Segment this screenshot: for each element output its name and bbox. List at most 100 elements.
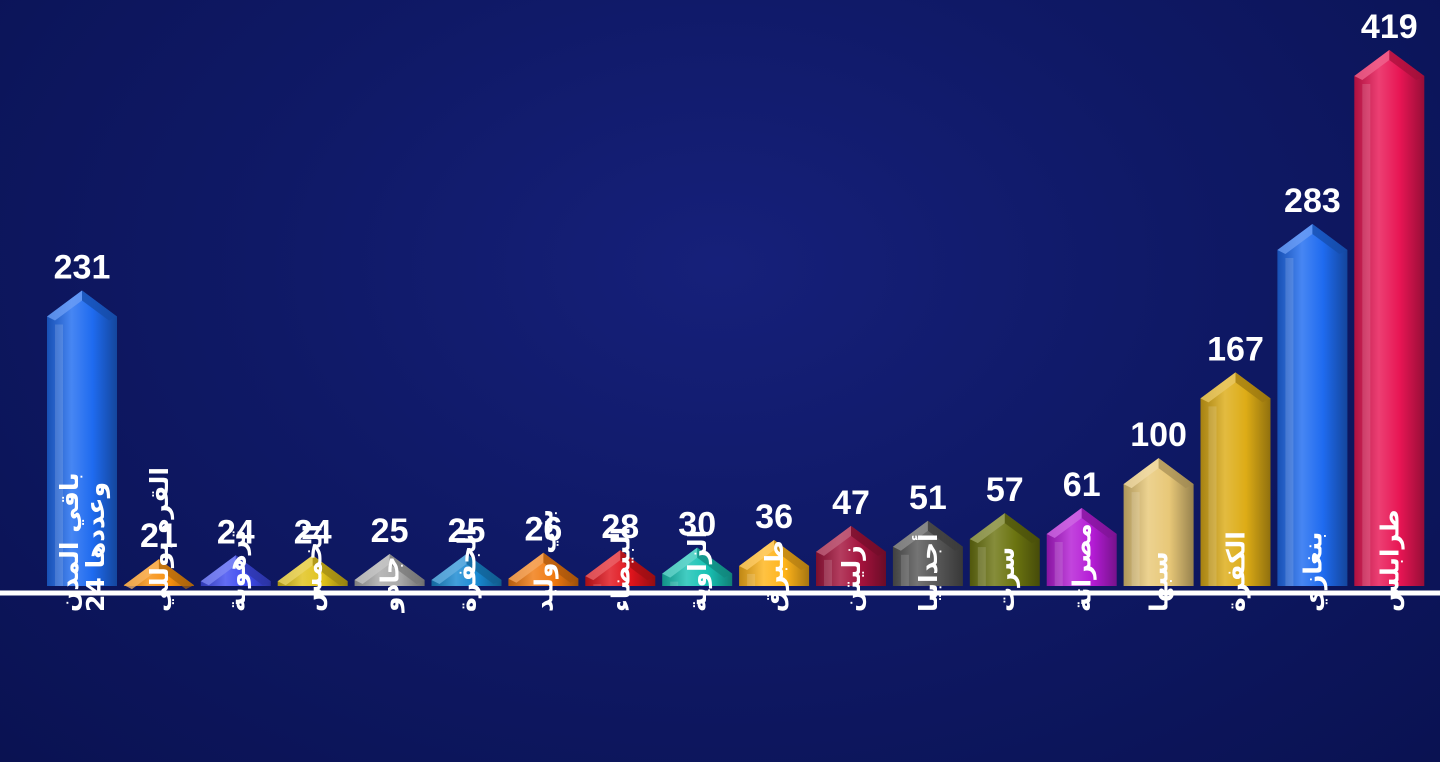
bar-highlight bbox=[747, 573, 756, 586]
data-label: 61 bbox=[1063, 466, 1101, 504]
bar-roof-right bbox=[1389, 50, 1425, 80]
bar-highlight bbox=[55, 324, 63, 586]
data-label: 47 bbox=[832, 484, 870, 522]
bar-roof-right bbox=[389, 554, 425, 585]
data-label: 419 bbox=[1361, 8, 1418, 46]
bar bbox=[1200, 372, 1271, 586]
category-label: الكفرة bbox=[1222, 531, 1252, 612]
bar-highlight bbox=[900, 554, 909, 586]
bar bbox=[277, 555, 348, 586]
bar-body bbox=[1354, 50, 1425, 586]
bar-roof-left bbox=[1200, 372, 1236, 403]
bar-roof-left bbox=[1354, 50, 1390, 80]
bar bbox=[739, 539, 810, 586]
data-label: 231 bbox=[54, 248, 111, 286]
data-label: 51 bbox=[909, 479, 947, 517]
bar-roof-left bbox=[892, 520, 928, 551]
data-label: 36 bbox=[755, 498, 793, 536]
bar-body bbox=[1277, 223, 1348, 586]
bars-layer bbox=[47, 50, 1425, 590]
bar-roof-right bbox=[1312, 223, 1348, 254]
category-label: القره بوللي bbox=[145, 467, 175, 612]
category-label: بنغازي bbox=[1298, 532, 1328, 612]
bar-highlight bbox=[593, 584, 602, 586]
category-label: باقي المدنوعددها 24 bbox=[55, 472, 111, 612]
data-label: 30 bbox=[678, 506, 716, 544]
bar-roof-left bbox=[969, 513, 1005, 544]
bar-roof-left bbox=[662, 547, 698, 578]
data-label: 283 bbox=[1284, 182, 1341, 220]
bar-roof-left bbox=[508, 552, 544, 583]
bar-body bbox=[431, 554, 502, 586]
bar-roof-right bbox=[158, 559, 194, 590]
data-label: 21 bbox=[140, 517, 178, 555]
bar-roof-left bbox=[277, 555, 313, 586]
bar-highlight bbox=[977, 547, 986, 586]
bar-body bbox=[739, 539, 810, 586]
bar-roof-left bbox=[585, 550, 621, 581]
category-label: ترهونة bbox=[222, 530, 252, 613]
bar-body bbox=[277, 555, 348, 586]
bar-roof-right bbox=[466, 554, 502, 585]
bar-roof-right bbox=[1158, 458, 1194, 489]
bar-highlight bbox=[670, 581, 679, 586]
bar-body bbox=[662, 547, 733, 586]
bar-highlight bbox=[1208, 406, 1217, 586]
bar-body bbox=[508, 552, 579, 586]
data-label: 28 bbox=[601, 508, 639, 546]
bar-roof-right bbox=[927, 520, 963, 551]
bar-roof-left bbox=[200, 555, 236, 586]
data-label: 167 bbox=[1207, 330, 1264, 368]
data-label: 100 bbox=[1130, 416, 1187, 454]
bar-body bbox=[585, 550, 656, 586]
bar-roof-right bbox=[1235, 372, 1271, 403]
data-label: 25 bbox=[448, 512, 486, 550]
bar-highlight bbox=[1362, 84, 1371, 586]
bar-body bbox=[1123, 458, 1194, 586]
bar-roof-right bbox=[1004, 513, 1040, 544]
category-label: الخمس bbox=[299, 524, 328, 612]
data-label: 26 bbox=[524, 511, 562, 549]
bar-roof-left bbox=[1277, 223, 1313, 254]
bar-roof-right bbox=[697, 547, 733, 578]
bar bbox=[1354, 50, 1425, 586]
bar bbox=[662, 547, 733, 586]
category-label: البيضاء bbox=[606, 527, 635, 612]
category-label: بني وليد bbox=[529, 509, 559, 612]
bar-roof-left bbox=[431, 554, 467, 585]
bar bbox=[1046, 507, 1117, 586]
bar bbox=[585, 550, 656, 586]
bar-body bbox=[47, 290, 117, 586]
category-label: سرت bbox=[991, 547, 1021, 612]
bar bbox=[1123, 458, 1194, 586]
category-label: الجفرة bbox=[453, 528, 483, 612]
category-label: الزاوية bbox=[683, 530, 713, 612]
bar-roof-left bbox=[739, 539, 775, 570]
bar bbox=[816, 525, 886, 586]
bar-roof-right bbox=[312, 555, 348, 586]
bar bbox=[431, 554, 502, 586]
category-label: سبها bbox=[1145, 551, 1175, 612]
bar-highlight bbox=[1131, 492, 1140, 586]
data-label: 24 bbox=[217, 513, 255, 551]
bar-body bbox=[354, 554, 425, 586]
bar bbox=[1277, 223, 1348, 586]
bar bbox=[892, 520, 963, 586]
bar bbox=[123, 559, 194, 590]
bar-roof-right bbox=[620, 550, 656, 581]
bar bbox=[200, 555, 271, 586]
bar-roof-right bbox=[543, 552, 579, 583]
bar bbox=[969, 513, 1040, 586]
bar-roof-left bbox=[47, 290, 82, 321]
bar-roof-left bbox=[354, 554, 390, 585]
bar bbox=[508, 552, 579, 586]
bar bbox=[47, 290, 117, 586]
category-label: زليتن bbox=[837, 545, 867, 612]
data-label: 25 bbox=[371, 512, 409, 550]
bar-roof-left bbox=[816, 525, 851, 556]
data-label: 24 bbox=[294, 513, 332, 551]
bar-roof-right bbox=[235, 555, 271, 586]
bar-roof-right bbox=[1081, 507, 1117, 538]
